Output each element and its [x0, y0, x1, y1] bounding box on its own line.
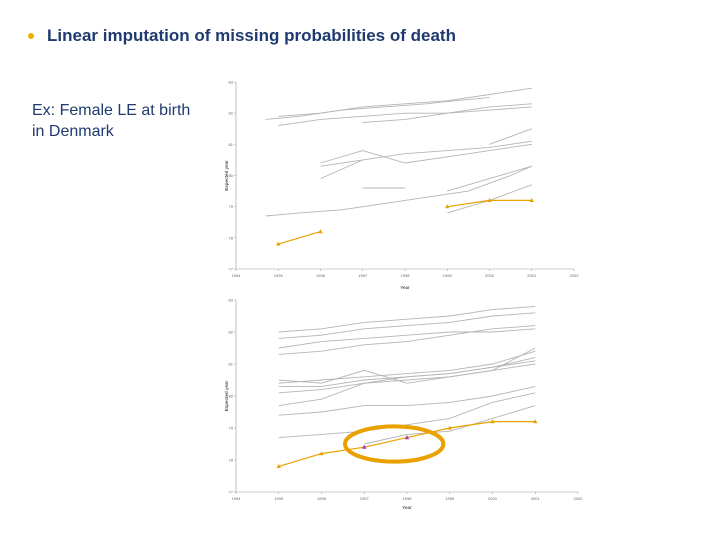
x-axis-title: Year — [402, 505, 412, 510]
x-tick-label: 1999 — [445, 496, 455, 501]
x-tick-label: 2002 — [570, 273, 580, 278]
series-line-gray — [278, 392, 536, 439]
x-tick-label: 1994 — [232, 496, 242, 501]
series-line-gray — [364, 405, 536, 445]
series-line-gray — [278, 385, 536, 416]
y-tick-label: 81 — [229, 362, 234, 367]
x-tick-label: 1995 — [274, 273, 284, 278]
series-line-gray — [320, 159, 363, 180]
slide-caption: Ex: Female LE at birth in Denmark — [32, 102, 191, 140]
title-bullet-dot — [28, 33, 34, 39]
slide-heading: Linear imputation of missing probabiliti… — [47, 26, 456, 45]
imputation-highlight-ellipse — [343, 424, 446, 464]
series-line-gray — [278, 312, 536, 339]
series-line-gray — [278, 106, 532, 127]
series-line-gray — [320, 143, 532, 164]
x-tick-label: 1996 — [317, 496, 327, 501]
x-tick-label: 2001 — [527, 273, 537, 278]
series-line-gray — [447, 140, 532, 152]
chart-2: 77 78 79 80 81 82 83 1994 1995 1996 1997 1998 1999 20… — [224, 298, 583, 511]
series-line-gray — [265, 97, 490, 120]
x-tick-label: 2000 — [485, 273, 495, 278]
x-tick-label: 2002 — [574, 496, 584, 501]
data-point-marker-highlight — [276, 464, 281, 468]
series-line-gray — [278, 357, 536, 387]
y-tick-label: 80 — [229, 394, 234, 399]
data-point-marker-highlight — [490, 419, 495, 424]
y-tick-label: 78 — [229, 458, 234, 463]
y-axis-title: Expected year — [224, 160, 229, 191]
series-line-gray — [278, 360, 536, 407]
series-line-gray — [278, 347, 536, 394]
y-tick-label: 78 — [229, 235, 234, 240]
y-tick-label: 79 — [229, 426, 234, 431]
y-tick-label: 77 — [229, 490, 234, 495]
x-tick-label: 1996 — [316, 273, 326, 278]
y-tick-label: 83 — [229, 298, 234, 303]
x-tick-label: 1998 — [401, 273, 411, 278]
data-point-marker-highlight — [276, 241, 281, 246]
x-tick-label: 1998 — [403, 496, 413, 501]
data-point-marker-imputed — [404, 435, 410, 440]
y-tick-label: 81 — [229, 142, 234, 147]
y-tick-label: 77 — [229, 267, 234, 272]
x-tick-label: 2001 — [531, 496, 541, 501]
x-tick-label: 1997 — [358, 273, 368, 278]
series-line-gray — [278, 350, 536, 384]
data-point-marker-highlight — [445, 204, 450, 209]
data-point-marker-imputed — [362, 444, 367, 449]
series-line-gray — [278, 325, 536, 355]
data-point-marker-highlight — [533, 419, 538, 424]
series-line-highlight — [278, 231, 321, 245]
series-line-gray — [265, 165, 532, 217]
data-point-marker-highlight — [319, 451, 324, 456]
data-point-marker-highlight — [487, 198, 492, 203]
series-line-gray — [362, 103, 532, 123]
data-point-marker-highlight — [529, 198, 534, 203]
y-tick-label: 82 — [229, 330, 234, 335]
series-line-gray — [447, 165, 532, 192]
y-tick-label: 82 — [229, 111, 234, 116]
series-line-gray — [320, 150, 448, 167]
y-tick-label: 79 — [229, 204, 234, 209]
y-tick-label: 80 — [229, 173, 234, 178]
x-tick-label: 1999 — [443, 273, 453, 278]
x-axis-title: Year — [400, 285, 410, 290]
x-tick-label: 1997 — [360, 496, 370, 501]
data-point-marker-highlight — [447, 425, 452, 430]
x-tick-label: 2000 — [488, 496, 498, 501]
y-axis-title: Expected year — [224, 380, 229, 411]
x-tick-label: 1994 — [232, 273, 242, 278]
x-tick-label: 1995 — [274, 496, 284, 501]
series-line-gray — [489, 128, 532, 145]
series-line-gray — [278, 87, 532, 117]
series-line-gray — [278, 328, 536, 349]
series-line-gray — [278, 305, 536, 333]
chart-1: 77 78 79 80 81 82 83 1994 1995 1996 1997 1998 1999 20… — [224, 80, 579, 291]
data-point-marker-highlight — [318, 229, 323, 234]
y-tick-label: 83 — [229, 80, 234, 85]
